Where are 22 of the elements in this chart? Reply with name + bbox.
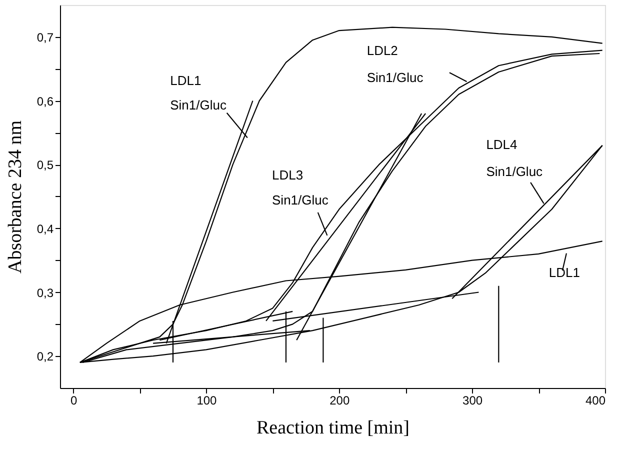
y-tick-label: 0,3 (36, 286, 54, 300)
annotation: Sin1/Gluc (366, 70, 424, 85)
annotation: LDL1 (548, 265, 580, 280)
y-tick-label: 0,5 (36, 158, 54, 172)
x-tick-label: 0 (70, 394, 78, 408)
y-axis-title: Absorbance 234 nm (4, 120, 26, 274)
annotation: LDL2 (366, 42, 398, 58)
y-tick-label: 0,4 (36, 222, 54, 236)
annotation: Sin1/Gluc (170, 98, 227, 113)
x-tick-label: 200 (330, 394, 350, 408)
annotation: LDL4 (486, 137, 518, 152)
y-tick-label: 0,2 (36, 350, 54, 364)
annotation: LDL3 (272, 167, 304, 182)
annotation: LDL1 (170, 72, 202, 88)
annotation: Sin1/Gluc (486, 164, 544, 179)
x-tick-label: 300 (462, 394, 483, 408)
x-axis-title: Reaction time [min] (256, 418, 410, 438)
y-tick-label: 0,7 (36, 30, 54, 44)
x-tick-label: 100 (196, 394, 218, 408)
y-tick-label: 0,6 (36, 94, 54, 108)
annotation: Sin1/Gluc (272, 192, 329, 208)
x-tick-label: 400 (585, 394, 606, 408)
